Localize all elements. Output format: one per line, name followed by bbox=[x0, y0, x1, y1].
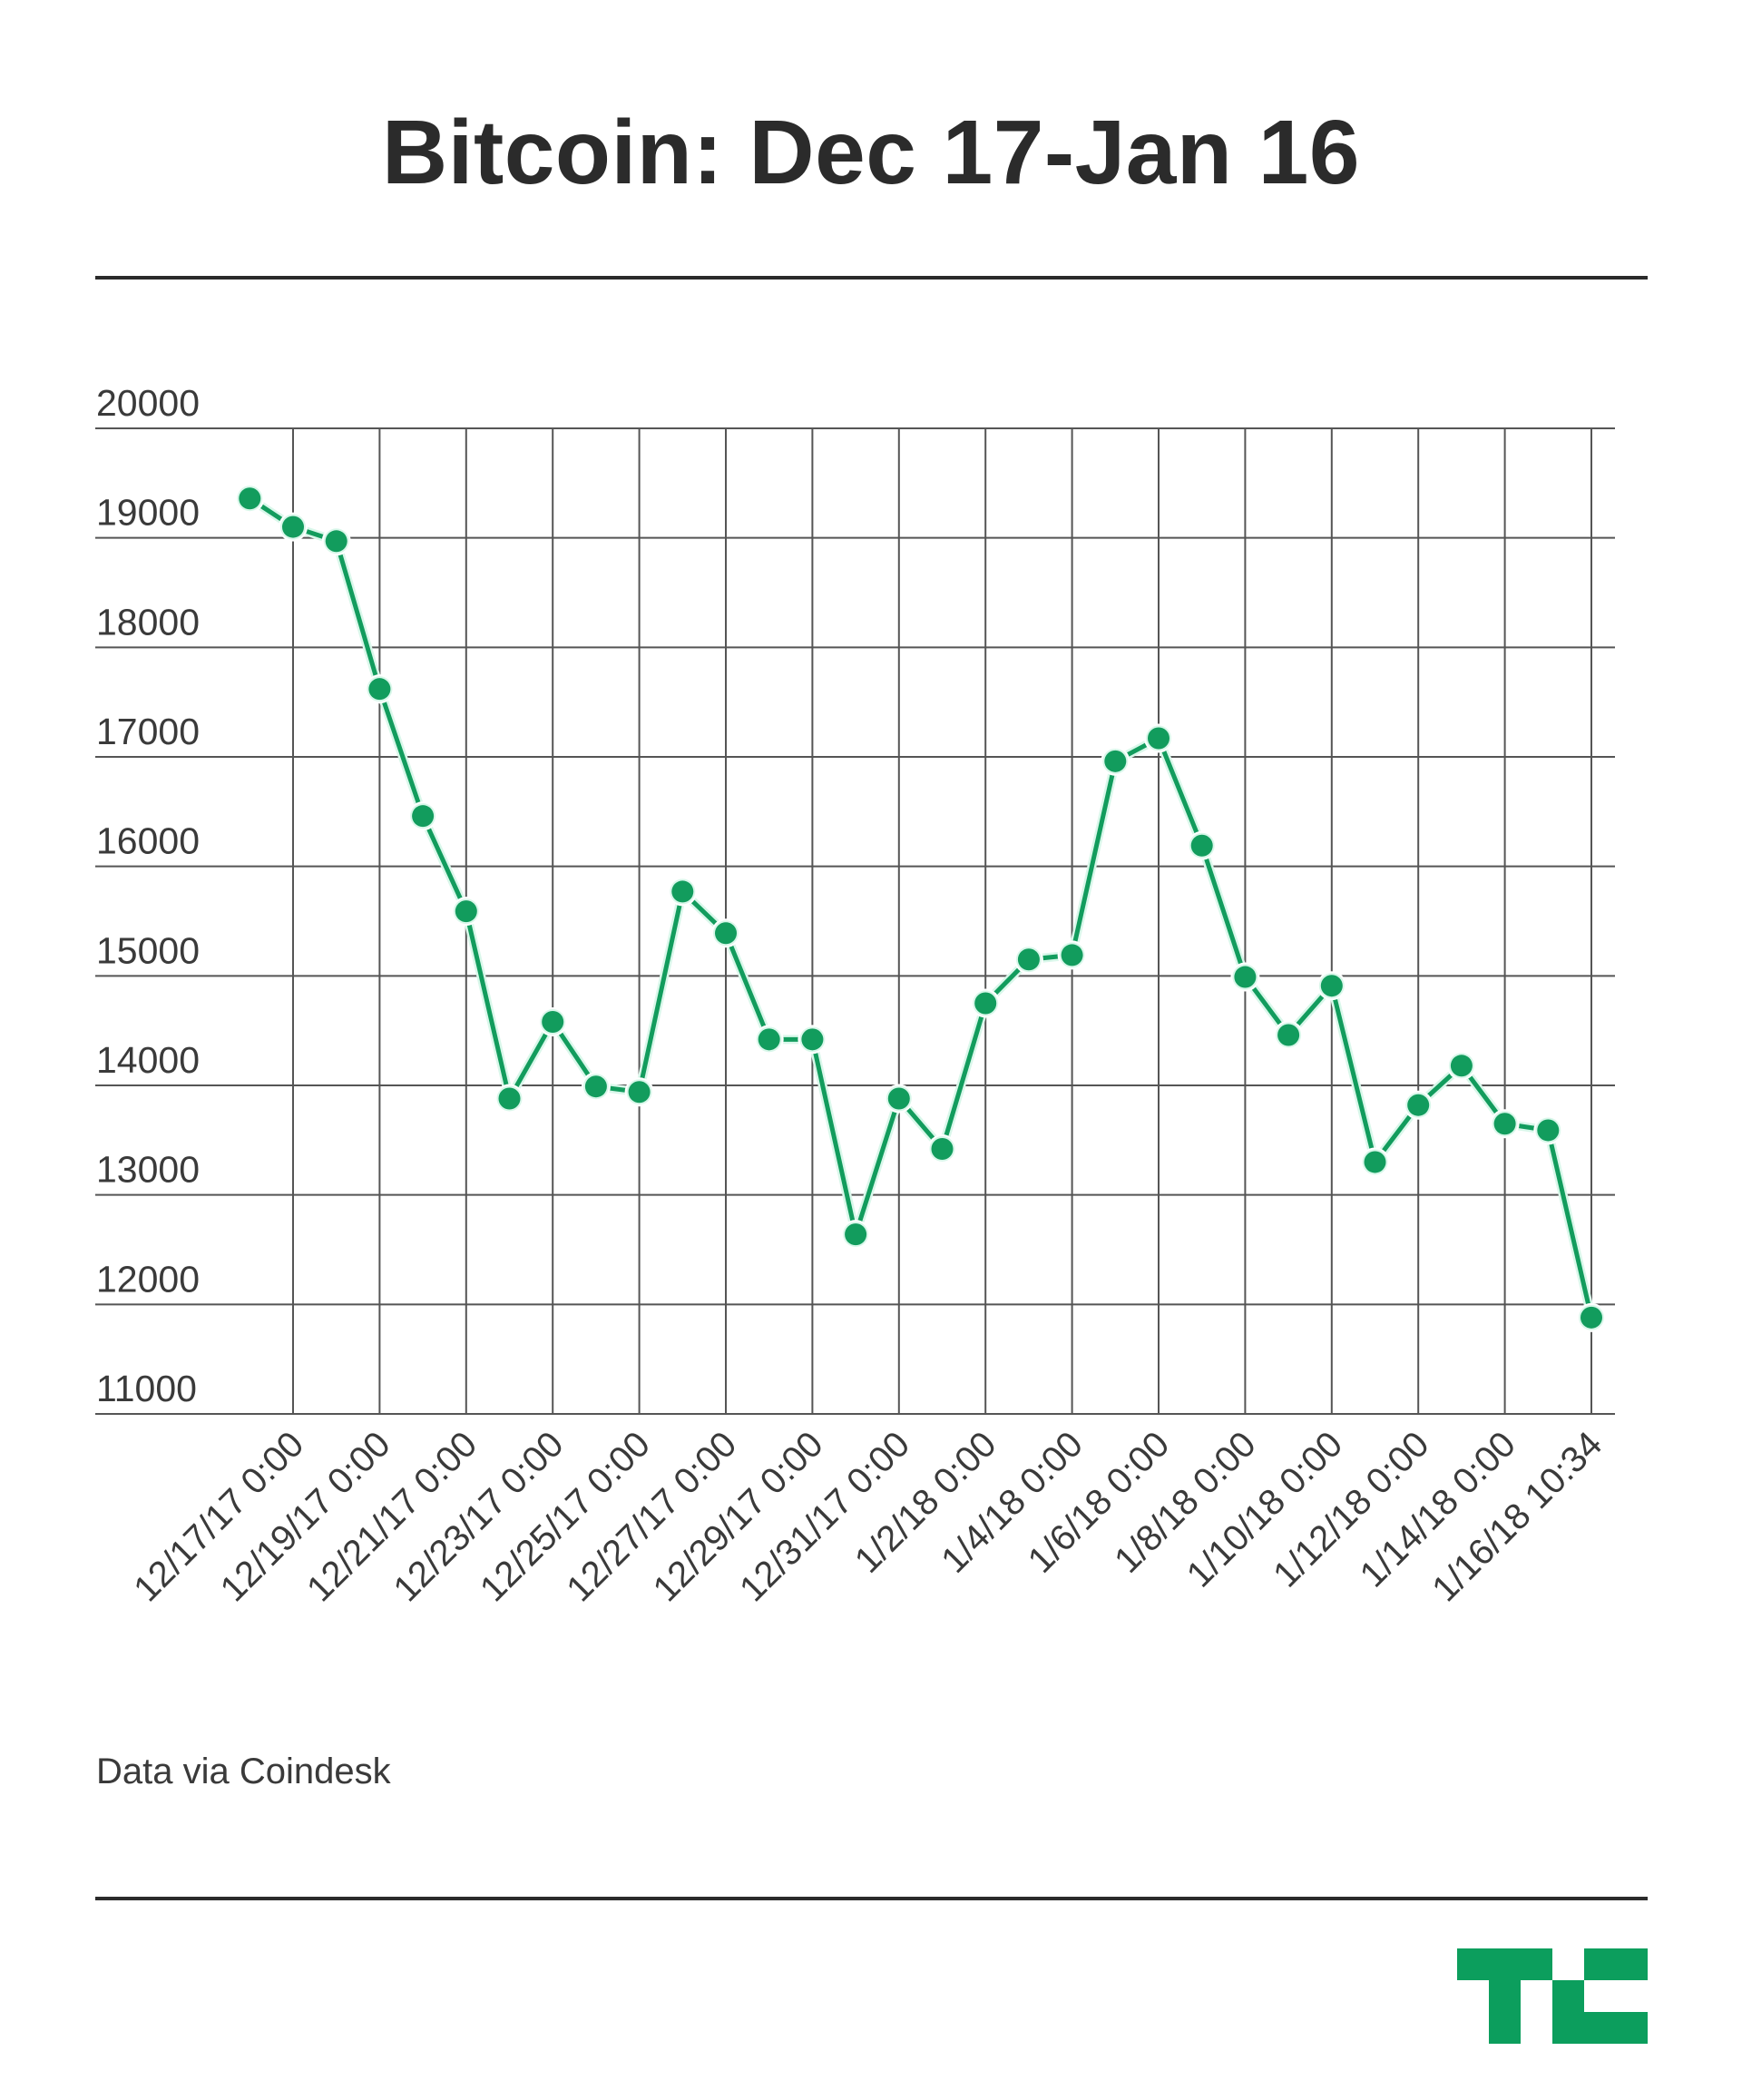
y-tick-label: 15000 bbox=[96, 929, 200, 971]
data-point-marker bbox=[455, 900, 477, 923]
logo-block bbox=[1584, 2012, 1616, 2044]
data-point-marker bbox=[1537, 1119, 1560, 1142]
line-chart: 20000 19000 18000 17000 16000 15000 14000 13000… bbox=[95, 382, 1615, 1609]
data-point-marker bbox=[1148, 727, 1169, 750]
data-point-marker bbox=[1581, 1306, 1602, 1329]
logo-block bbox=[1616, 2012, 1648, 2044]
data-point-marker bbox=[715, 922, 737, 945]
price-series bbox=[235, 484, 1606, 1332]
logo-block bbox=[1584, 1948, 1616, 1980]
y-tick-label: 16000 bbox=[96, 820, 200, 862]
data-point-marker bbox=[239, 487, 261, 510]
data-point-marker bbox=[1234, 966, 1257, 988]
logo-block bbox=[1489, 1948, 1521, 1980]
data-point-marker bbox=[282, 515, 304, 538]
data-point-marker bbox=[1407, 1094, 1430, 1116]
y-tick-label: 12000 bbox=[96, 1258, 200, 1300]
data-point-marker bbox=[931, 1137, 954, 1160]
series-line bbox=[248, 496, 1594, 1319]
data-point-marker bbox=[887, 1087, 910, 1110]
data-point-marker bbox=[325, 530, 347, 553]
logo-block bbox=[1489, 1980, 1521, 2012]
data-point-marker bbox=[1017, 948, 1040, 971]
y-tick-label: 11000 bbox=[96, 1368, 197, 1409]
chart-title: Bitcoin: Dec 17-Jan 16 bbox=[381, 102, 1361, 203]
logo-block bbox=[1552, 2012, 1584, 2044]
data-point-marker bbox=[542, 1011, 564, 1034]
logo-block bbox=[1457, 1948, 1489, 1980]
data-point-marker bbox=[845, 1223, 867, 1246]
data-point-marker bbox=[974, 992, 997, 1015]
data-point-marker bbox=[1190, 834, 1213, 857]
y-axis-labels: 20000 19000 18000 17000 16000 15000 14000 13000… bbox=[96, 382, 200, 1409]
top-divider bbox=[95, 276, 1648, 280]
y-tick-label: 18000 bbox=[96, 601, 200, 643]
data-source-note: Data via Coindesk bbox=[96, 1752, 391, 1791]
data-point-marker bbox=[498, 1087, 521, 1110]
data-point-marker bbox=[1364, 1151, 1386, 1173]
data-point-marker bbox=[412, 805, 435, 828]
logo-block bbox=[1521, 1948, 1552, 1980]
bottom-divider bbox=[95, 1897, 1648, 1900]
y-tick-label: 13000 bbox=[96, 1149, 200, 1191]
logo-block bbox=[1489, 2012, 1521, 2044]
logo-block bbox=[1552, 1980, 1584, 2012]
chart-grid bbox=[95, 427, 1615, 1415]
techcrunch-logo-icon bbox=[1457, 1948, 1648, 2044]
data-point-marker bbox=[628, 1081, 651, 1104]
data-point-marker bbox=[1320, 975, 1343, 997]
data-point-marker bbox=[758, 1028, 780, 1051]
data-point-marker bbox=[368, 678, 391, 701]
data-point-marker bbox=[584, 1075, 607, 1098]
data-point-marker bbox=[671, 880, 694, 903]
y-tick-label: 14000 bbox=[96, 1039, 200, 1081]
y-tick-label: 20000 bbox=[96, 382, 200, 424]
data-point-marker bbox=[1450, 1055, 1473, 1077]
y-tick-label: 17000 bbox=[96, 711, 200, 752]
data-point-marker bbox=[1104, 750, 1127, 772]
y-tick-label: 19000 bbox=[96, 492, 200, 534]
data-point-marker bbox=[801, 1028, 824, 1051]
data-point-marker bbox=[1493, 1113, 1516, 1135]
data-point-marker bbox=[1061, 944, 1083, 967]
logo-block bbox=[1616, 1948, 1648, 1980]
data-point-marker bbox=[1277, 1024, 1300, 1046]
